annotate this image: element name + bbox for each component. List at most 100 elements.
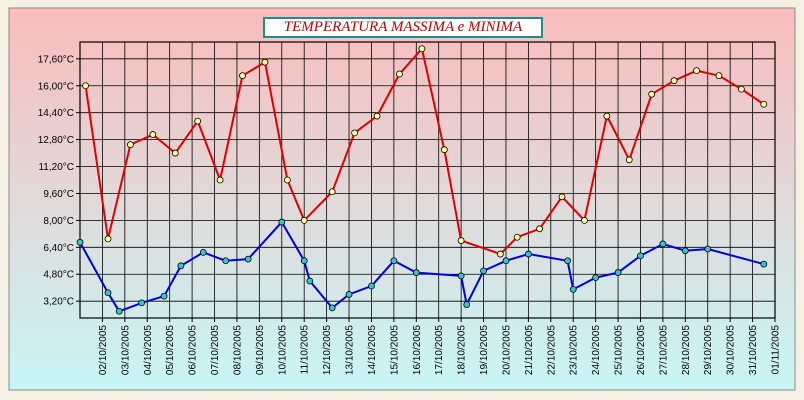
x-tick-label: 03/10/2005 — [120, 325, 131, 375]
data-point — [670, 77, 678, 85]
data-point — [127, 141, 134, 149]
data-point — [760, 100, 768, 108]
x-tick-label: 20/10/2005 — [501, 325, 512, 375]
x-tick-label: 14/10/2005 — [367, 325, 378, 375]
x-tick-label: 25/10/2005 — [614, 325, 625, 375]
data-point — [648, 90, 656, 98]
x-tick-label: 28/10/2005 — [681, 325, 692, 375]
data-point — [659, 240, 667, 248]
data-point — [457, 237, 465, 244]
data-point — [115, 307, 123, 315]
x-tick-label: 23/10/2005 — [569, 325, 580, 375]
grid — [80, 42, 776, 318]
y-tick-label: 9,60°C — [43, 189, 74, 200]
data-point — [440, 146, 448, 154]
y-tick-label: 14,40°C — [38, 108, 74, 119]
data-point — [704, 245, 712, 253]
data-point — [82, 82, 90, 90]
data-point — [513, 233, 521, 241]
chart-title-box: TEMPERATURA MASSIMA e MINIMA — [263, 17, 543, 38]
x-tick-label: 24/10/2005 — [591, 325, 602, 375]
data-point — [300, 257, 308, 265]
x-tick-label: 21/10/2005 — [524, 325, 535, 375]
data-point — [625, 156, 633, 164]
y-tick-label: 16,00°C — [38, 81, 74, 92]
x-tick-label: 09/10/2005 — [255, 325, 266, 375]
x-tick-label: 29/10/2005 — [703, 325, 714, 375]
data-point — [239, 72, 246, 80]
data-point — [693, 67, 700, 75]
data-point — [368, 282, 375, 290]
x-tick-label: 27/10/2005 — [658, 325, 669, 375]
y-tick-label: 17,60°C — [38, 54, 74, 65]
x-tick-label: 11/10/2005 — [300, 325, 311, 375]
data-point — [278, 218, 286, 226]
data-point — [104, 235, 112, 243]
data-point — [637, 252, 644, 260]
data-point — [160, 292, 168, 300]
data-point — [306, 277, 314, 285]
data-point — [715, 72, 723, 80]
data-point — [681, 247, 689, 255]
y-tick-label: 6,40°C — [43, 243, 74, 254]
data-point — [283, 176, 291, 184]
data-point — [536, 225, 543, 233]
data-point — [496, 250, 504, 258]
data-point — [603, 112, 611, 120]
data-point — [328, 188, 336, 196]
axes — [76, 41, 776, 322]
data-point — [390, 257, 398, 265]
y-tick-label: 12,80°C — [38, 135, 74, 146]
data-point — [592, 274, 600, 282]
data-point — [76, 238, 84, 246]
x-tick-label: 04/10/2005 — [143, 325, 154, 375]
x-tick-label: 22/10/2005 — [546, 325, 557, 375]
data-point — [480, 267, 487, 275]
x-tick-label: 01/11/2005 — [771, 325, 782, 375]
data-point — [177, 262, 185, 270]
x-tick-label: 31/10/2005 — [748, 325, 759, 375]
data-point — [418, 45, 426, 53]
plot-border — [79, 41, 776, 319]
y-tick-label: 4,80°C — [43, 270, 74, 281]
data-point — [581, 216, 588, 224]
data-point — [261, 58, 269, 66]
data-point — [373, 112, 381, 120]
data-point — [300, 216, 308, 224]
data-point — [569, 285, 577, 293]
data-point — [760, 260, 768, 268]
data-point — [222, 257, 230, 265]
data-point — [614, 269, 622, 276]
x-tick-label: 15/10/2005 — [389, 325, 400, 375]
data-point — [199, 248, 207, 256]
x-tick-label: 16/10/2005 — [412, 325, 423, 375]
data-point — [412, 269, 420, 276]
data-point — [463, 301, 471, 308]
data-point — [524, 250, 532, 258]
x-tick-label: 07/10/2005 — [210, 325, 221, 375]
data-point — [104, 289, 112, 297]
data-point — [244, 255, 252, 263]
x-tick-label: 17/10/2005 — [434, 325, 445, 375]
y-tick-labels: 3,20°C 4,80°C 6,40°C 8,00°C 9,60°C 11,20°C 12,… — [38, 54, 74, 307]
data-point — [216, 176, 224, 184]
chart-title: TEMPERATURA MASSIMA e MINIMA — [283, 19, 523, 35]
data-point — [149, 131, 157, 138]
data-point — [194, 117, 202, 125]
data-point — [171, 149, 179, 157]
data-point — [564, 257, 572, 265]
x-tick-label: 06/10/2005 — [188, 325, 199, 375]
y-tick-label: 8,00°C — [43, 216, 74, 227]
data-point — [328, 304, 336, 312]
x-tick-label: 19/10/2005 — [479, 325, 490, 375]
x-tick-label: 12/10/2005 — [322, 325, 333, 375]
x-tick-label: 10/10/2005 — [277, 325, 288, 375]
data-point — [396, 70, 403, 78]
data-point — [737, 85, 745, 93]
data-point — [351, 129, 359, 137]
data-point — [558, 193, 566, 201]
x-tick-label: 26/10/2005 — [636, 325, 647, 375]
x-tick-label: 08/10/2005 — [232, 325, 243, 375]
series — [76, 45, 768, 315]
